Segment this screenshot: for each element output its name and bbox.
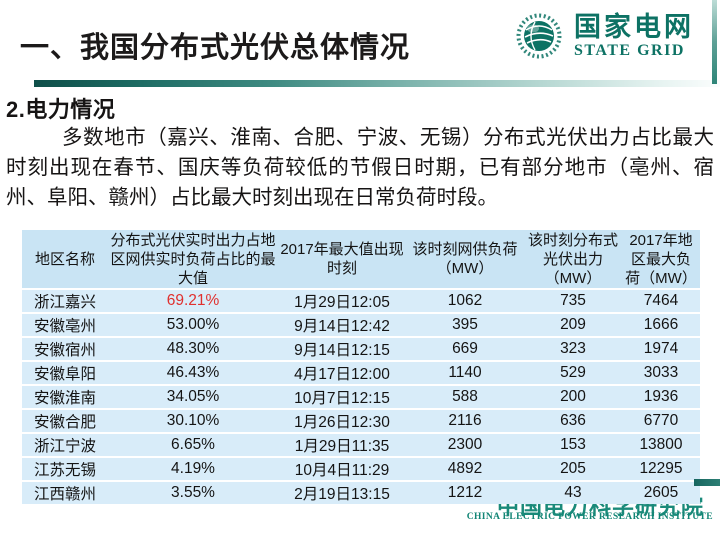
table-cell: 10月7日12:15 (278, 385, 406, 410)
table-row: 浙江宁波 6.65% 1月29日11:35 2300 153 13800 (22, 433, 700, 458)
table-cell: 1月29日11:35 (278, 433, 406, 458)
table-row: 江苏无锡 4.19% 10月4日11:29 4892 205 12295 (22, 457, 700, 482)
table-cell: 43 (524, 481, 622, 504)
table-cell: 6.65% (108, 433, 278, 458)
table-row: 安徽阜阳 46.43% 4月17日12:00 1140 529 3033 (22, 361, 700, 386)
table-cell: 12295 (622, 457, 700, 482)
column-header: 该时刻网供负荷（MW） (406, 230, 524, 290)
table-row: 安徽合肥 30.10% 1月26日12:30 2116 636 6770 (22, 409, 700, 434)
table-cell: 3033 (622, 361, 700, 386)
table-cell: 9月14日12:42 (278, 313, 406, 338)
table-cell: 1140 (406, 361, 524, 386)
state-grid-emblem-icon (514, 11, 564, 61)
table-cell: 2月19日13:15 (278, 481, 406, 504)
table-cell: 7464 (622, 289, 700, 314)
table-row: 安徽淮南 34.05% 10月7日12:15 588 200 1936 (22, 385, 700, 410)
table-cell: 1936 (622, 385, 700, 410)
table-cell: 48.30% (108, 337, 278, 362)
table-cell: 安徽阜阳 (22, 361, 108, 386)
table-cell: 浙江宁波 (22, 433, 108, 458)
table-cell: 安徽合肥 (22, 409, 108, 434)
table-cell: 588 (406, 385, 524, 410)
table-cell: 34.05% (108, 385, 278, 410)
table-body: 浙江嘉兴 69.21% 1月29日12:05 1062 735 7464 安徽亳州 53.00… (22, 289, 700, 504)
table-cell: 10月4日11:29 (278, 457, 406, 482)
table-cell: 1666 (622, 313, 700, 338)
table-cell: 6770 (622, 409, 700, 434)
table-cell: 浙江嘉兴 (22, 289, 108, 314)
page-title: 一、我国分布式光伏总体情况 (20, 32, 411, 64)
table-cell: 529 (524, 361, 622, 386)
column-header: 该时刻分布式光伏出力（MW） (524, 230, 622, 290)
table-row: 安徽亳州 53.00% 9月14日12:42 395 209 1666 (22, 313, 700, 338)
body-paragraph: 多数地市（嘉兴、淮南、合肥、宁波、无锡）分布式光伏出力占比最大时刻出现在春节、国… (6, 126, 714, 209)
table-cell: 209 (524, 313, 622, 338)
logo-name-en: STATE GRID (574, 41, 685, 59)
table-cell: 1974 (622, 337, 700, 362)
table-cell: 安徽宿州 (22, 337, 108, 362)
data-table: 地区名称 分布式光伏实时出力占地区网供实时负荷占比的最大值 2017年最大值出现时刻… (22, 230, 700, 504)
table-cell: 69.21% (108, 289, 278, 314)
table-cell: 4月17日12:00 (278, 361, 406, 386)
table-cell: 735 (524, 289, 622, 314)
table-row: 浙江嘉兴 69.21% 1月29日12:05 1062 735 7464 (22, 289, 700, 314)
column-header: 2017年最大值出现时刻 (278, 230, 406, 290)
table-cell: 323 (524, 337, 622, 362)
footer-org-en: CHINA ELECTRIC POWER RESEARCH INSTITUTE (466, 512, 713, 522)
table-cell: 4892 (406, 457, 524, 482)
divider-rule (34, 80, 720, 87)
table-row: 江西赣州 3.55% 2月19日13:15 1212 43 2605 (22, 481, 700, 504)
table-cell: 200 (524, 385, 622, 410)
table-cell: 395 (406, 313, 524, 338)
table-cell: 9月14日12:15 (278, 337, 406, 362)
table-cell: 1212 (406, 481, 524, 504)
table-cell: 4.19% (108, 457, 278, 482)
table-cell: 2300 (406, 433, 524, 458)
table-cell: 153 (524, 433, 622, 458)
table-cell: 1062 (406, 289, 524, 314)
table-cell: 1月26日12:30 (278, 409, 406, 434)
column-header: 分布式光伏实时出力占地区网供实时负荷占比的最大值 (108, 230, 278, 290)
section-heading: 2.电力情况 (6, 97, 116, 122)
table-cell: 安徽淮南 (22, 385, 108, 410)
state-grid-logo: 国家电网 STATE GRID (513, 10, 694, 62)
table-cell: 636 (524, 409, 622, 434)
table-cell: 53.00% (108, 313, 278, 338)
table-row: 安徽宿州 48.30% 9月14日12:15 669 323 1974 (22, 337, 700, 362)
table-cell: 江苏无锡 (22, 457, 108, 482)
table-cell: 安徽亳州 (22, 313, 108, 338)
table-cell: 2116 (406, 409, 524, 434)
right-edge-tick (694, 479, 720, 486)
table-cell: 江西赣州 (22, 481, 108, 504)
logo-text: 国家电网 STATE GRID (574, 11, 694, 59)
column-header: 2017年地区最大负荷（MW） (622, 230, 700, 290)
table-cell: 13800 (622, 433, 700, 458)
table-cell: 205 (524, 457, 622, 482)
column-header: 地区名称 (22, 230, 108, 290)
table-cell: 669 (406, 337, 524, 362)
table-cell: 46.43% (108, 361, 278, 386)
table-cell: 3.55% (108, 481, 278, 504)
right-edge-accent (712, 0, 717, 84)
table-cell: 2605 (622, 481, 700, 504)
table-cell: 30.10% (108, 409, 278, 434)
table-header-row: 地区名称 分布式光伏实时出力占地区网供实时负荷占比的最大值 2017年最大值出现时刻… (22, 230, 700, 290)
table-cell: 1月29日12:05 (278, 289, 406, 314)
logo-name-cn: 国家电网 (574, 11, 694, 42)
